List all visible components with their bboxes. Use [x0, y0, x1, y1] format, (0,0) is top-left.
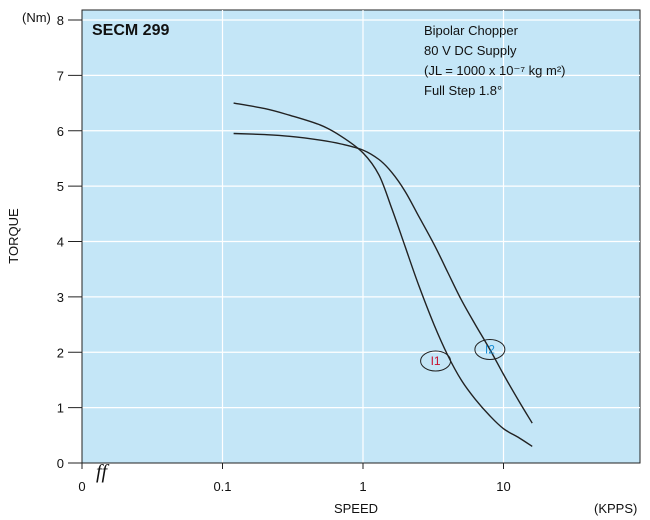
y-tick-label-8: 8 [57, 13, 64, 28]
x-unit: (KPPS) [594, 501, 637, 516]
x-ticks: 0 0.1 1 10 [78, 463, 511, 494]
plot-area [81, 9, 641, 464]
series-label-text-i1: I1 [431, 354, 441, 368]
x-tick-label-3: 10 [496, 479, 510, 494]
series-line-i1 [233, 102, 533, 447]
series-label-i1: I1 [420, 350, 452, 372]
note-1: Bipolar Chopper [424, 23, 519, 38]
y-tick-label-3: 3 [57, 290, 64, 305]
y-tick-label-1: 1 [57, 401, 64, 416]
x-axis-title: SPEED [334, 501, 378, 516]
y-unit: (Nm) [22, 10, 51, 25]
series-label-ring-i2 [474, 338, 506, 360]
series-group: I1 I2 [233, 102, 533, 447]
axis-break-mark: ff [96, 461, 110, 483]
y-tick-label-2: 2 [57, 345, 64, 360]
series-line-i2 [233, 132, 533, 424]
y-tick-label-7: 7 [57, 68, 64, 83]
note-3: (JL = 1000 x 10⁻⁷ kg m²) [424, 63, 566, 78]
y-tick-label-5: 5 [57, 179, 64, 194]
note-4: Full Step 1.8° [424, 83, 502, 98]
note-2: 80 V DC Supply [424, 43, 517, 58]
y-tick-label-0: 0 [57, 456, 64, 471]
y-ticks: 0 1 2 3 4 5 6 7 8 [57, 13, 82, 471]
y-tick-label-6: 6 [57, 124, 64, 139]
series-label-ring-i1 [420, 350, 452, 372]
y-axis-title: TORQUE [6, 208, 21, 264]
y-tick-label-4: 4 [57, 235, 64, 250]
x-tick-label-1: 0.1 [213, 479, 231, 494]
series-label-i2: I2 [474, 338, 506, 360]
x-tick-label-2: 1 [359, 479, 366, 494]
gridlines [82, 10, 640, 463]
x-tick-label-0: 0 [78, 479, 85, 494]
chart-title: SECM 299 [92, 22, 169, 39]
series-label-text-i2: I2 [485, 342, 495, 356]
